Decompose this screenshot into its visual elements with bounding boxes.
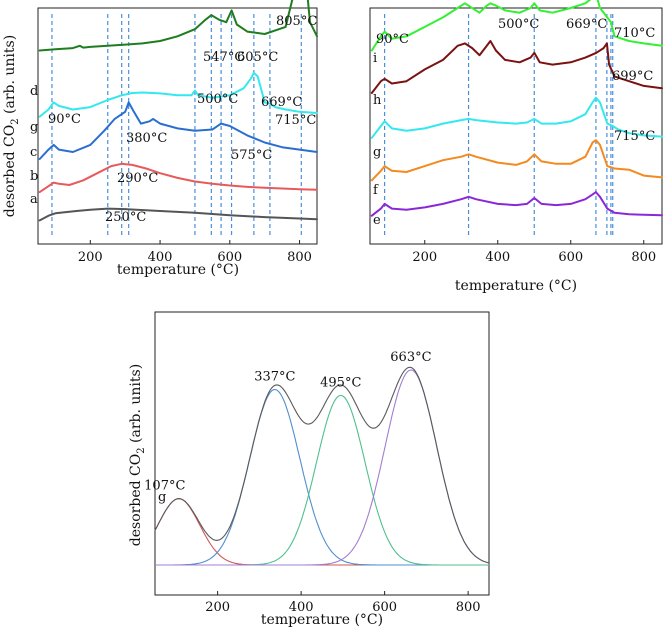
series-e-line (370, 191, 663, 217)
ann-547: 547°C (203, 50, 244, 65)
x-tick-label: 800 (287, 250, 312, 265)
panel-1-frame (37, 7, 318, 245)
peak-3-fit-line (155, 394, 489, 566)
ann-715: 715°C (275, 113, 316, 128)
series-label-b: b (30, 169, 38, 184)
ann-605: 605°C (237, 50, 278, 65)
panel-bottom: 200 400 600 800 temperature (°C) desorbed C… (128, 311, 490, 628)
x-tick-label: 200 (205, 600, 230, 615)
ann-500: 500°C (197, 92, 238, 107)
panel-1-ylabel: desorbed CO2 (arb. units) (2, 35, 21, 217)
peak-3-label: 495°C (320, 375, 361, 390)
ann-575: 575°C (231, 148, 272, 163)
ann-90: 90°C (48, 112, 81, 127)
x-tick-label: 400 (485, 250, 510, 265)
panel-3-xlabel: temperature (°C) (261, 612, 383, 628)
envelope-line (154, 366, 490, 564)
peak-4-label: 663°C (390, 350, 431, 365)
panel-3-frame (154, 311, 490, 596)
series-c-line (38, 101, 318, 160)
ann2-669: 669°C (566, 17, 607, 32)
ann2-500: 500°C (498, 17, 539, 32)
series-label-g3: g (158, 490, 166, 505)
series-h-line (370, 40, 663, 94)
series-i-line (370, 0, 663, 52)
panel-top-right: 200 400 600 800 temperature (°C) i h g f e … (369, 0, 663, 294)
series-g-line (38, 71, 318, 118)
ann-805: 805°C (276, 14, 317, 29)
ann2-710: 710°C (614, 26, 655, 41)
x-tick-label: 600 (372, 600, 397, 615)
x-tick-label: 400 (289, 600, 314, 615)
series-label-e: e (373, 213, 381, 228)
panel-2-frame (369, 7, 663, 245)
series-label-a: a (30, 192, 38, 207)
series-a-line (38, 207, 318, 222)
series-g-line (370, 96, 663, 139)
x-tick-label: 200 (78, 250, 103, 265)
series-label-g2: g (373, 145, 381, 160)
panel-2-xlabel: temperature (°C) (455, 278, 577, 294)
ann-669: 669°C (261, 95, 302, 110)
ann-380: 380°C (126, 131, 167, 146)
peak-1-label: 107°C (144, 479, 185, 494)
series-label-c: c (30, 145, 37, 160)
ann-250: 250°C (105, 210, 146, 225)
series-label-f: f (373, 183, 379, 198)
series-label-i: i (373, 51, 377, 66)
peak-2-label: 337°C (254, 370, 295, 385)
series-label-h: h (373, 93, 382, 108)
ann2-90: 90°C (376, 32, 409, 47)
x-tick-label: 800 (456, 600, 481, 615)
ann2-715: 715°C (614, 129, 655, 144)
x-tick-label: 600 (558, 250, 583, 265)
series-label-g: g (30, 120, 38, 135)
panel-top-left: 200 400 600 800 temperature (°C) desorbed C… (2, 0, 318, 278)
ann-290: 290°C (117, 171, 158, 186)
panel-1-xlabel: temperature (°C) (117, 262, 239, 278)
x-tick-label: 600 (217, 250, 242, 265)
series-f-line (370, 139, 663, 182)
x-tick-label: 200 (412, 250, 437, 265)
x-tick-label: 400 (148, 250, 173, 265)
series-label-d: d (30, 84, 38, 99)
series-b-line (38, 162, 318, 194)
series-d-line (38, 0, 318, 52)
ann2-699: 699°C (612, 69, 653, 84)
peak-2-fit-line (155, 388, 489, 566)
x-tick-label: 800 (631, 250, 656, 265)
panel-3-ylabel: desorbed CO2 (arb. units) (128, 364, 147, 546)
